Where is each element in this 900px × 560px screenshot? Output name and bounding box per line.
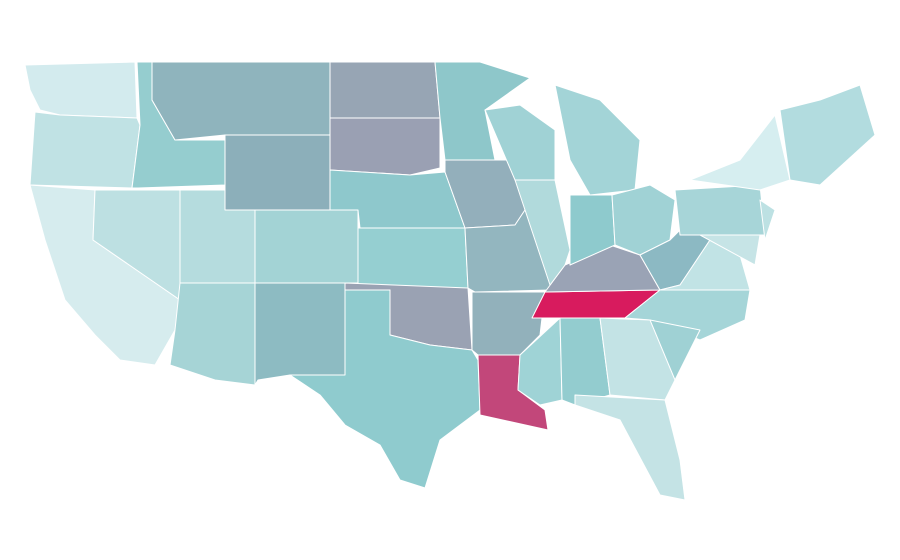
states <box>24 61 876 501</box>
state <box>151 61 331 141</box>
state <box>254 209 359 284</box>
state <box>574 394 686 501</box>
state <box>674 184 766 236</box>
state <box>29 111 141 189</box>
state <box>24 61 138 119</box>
state <box>599 317 676 401</box>
state <box>779 84 876 186</box>
state <box>329 61 441 119</box>
state <box>289 289 481 489</box>
state <box>517 317 563 406</box>
state <box>357 227 469 289</box>
state <box>689 114 791 191</box>
state <box>434 61 531 161</box>
state <box>484 104 556 181</box>
state <box>554 84 641 196</box>
state <box>329 117 441 176</box>
state <box>759 199 776 241</box>
state <box>699 234 761 266</box>
state <box>169 282 256 386</box>
state <box>254 282 346 386</box>
state <box>224 134 331 211</box>
